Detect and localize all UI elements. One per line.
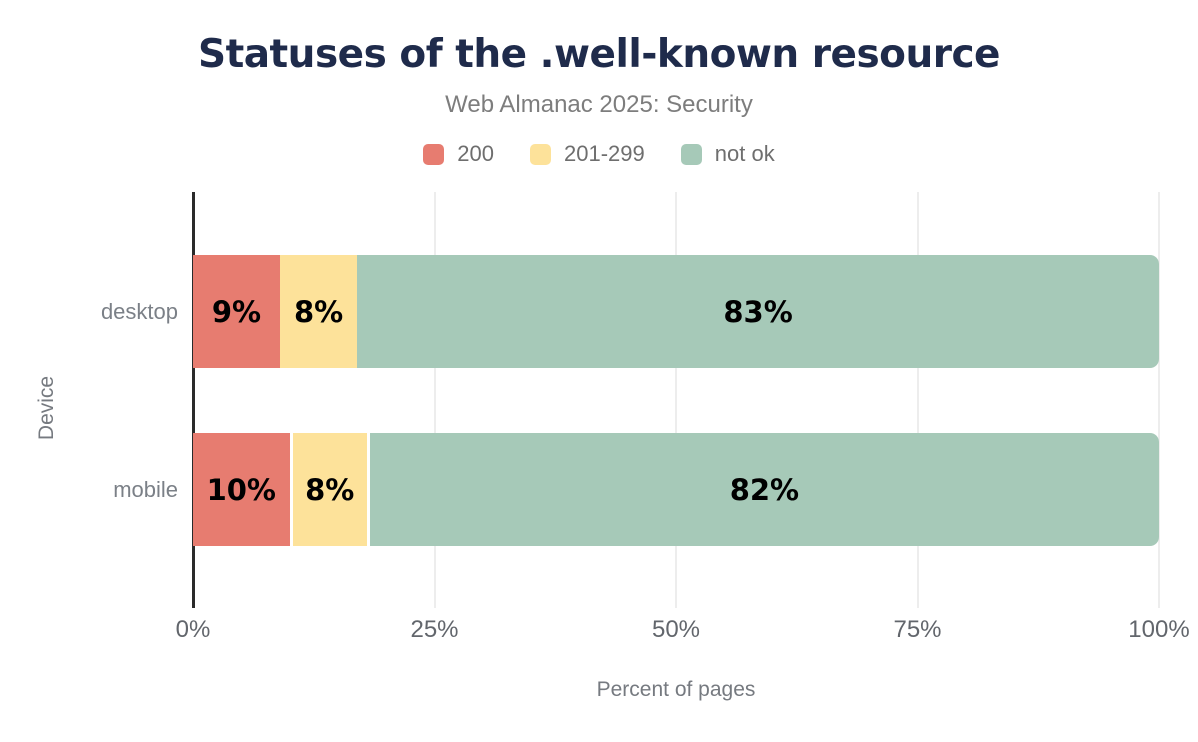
plot-area: desktop 9% 8% 83% mobile 10% 8% 82% 0%: [101, 192, 1190, 643]
bar-row-desktop: 9% 8% 83%: [193, 255, 1159, 368]
bar-value-label: 8%: [293, 294, 344, 329]
gridline-100: [1158, 192, 1160, 608]
bar-value-label: 8%: [305, 472, 355, 507]
bar-segment-mobile-not-ok[interactable]: 82%: [366, 433, 1159, 546]
chart-subtitle: Web Almanac 2025: Security: [445, 91, 753, 118]
bar-value-label: 82%: [729, 472, 800, 507]
bar-segment-desktop-not-ok[interactable]: 83%: [357, 255, 1159, 368]
legend-label-201-299: 201-299: [564, 141, 645, 166]
y-axis-title: Device: [35, 375, 58, 441]
legend: 200 201-299 not ok: [0, 141, 1198, 167]
bar-segment-desktop-200[interactable]: 9%: [193, 255, 280, 368]
bar-segment-mobile-200[interactable]: 10%: [193, 433, 290, 546]
legend-label-not-ok: not ok: [714, 141, 775, 166]
legend-item-201-299[interactable]: 201-299: [530, 141, 645, 167]
category-label-mobile: mobile: [113, 476, 178, 502]
bar-value-label: 9%: [211, 294, 262, 329]
gridline-75: [916, 192, 919, 608]
gridline-25: [433, 192, 436, 608]
bar-segment-desktop-201-299[interactable]: 8%: [279, 255, 358, 368]
legend-label-200: 200: [457, 141, 495, 166]
x-tick-50: 50%: [651, 616, 701, 643]
bar-segment-mobile-201-299[interactable]: 8%: [289, 433, 367, 546]
legend-item-200[interactable]: 200: [423, 141, 494, 167]
x-tick-100: 100%: [1128, 616, 1190, 643]
x-tick-75: 75%: [893, 616, 942, 643]
y-axis-line: [192, 192, 195, 608]
x-axis-title: Percent of pages: [596, 678, 756, 701]
bar-value-label: 10%: [206, 472, 276, 507]
x-tick-25: 25%: [410, 616, 459, 643]
chart-title: Statuses of the .well-known resource: [197, 32, 1001, 77]
category-label-desktop: desktop: [100, 298, 178, 324]
legend-swatch-200: [423, 143, 445, 165]
bar-row-mobile: 10% 8% 82%: [193, 433, 1159, 546]
x-tick-0: 0%: [175, 616, 211, 643]
bar-value-label: 83%: [723, 294, 793, 329]
legend-item-not-ok[interactable]: not ok: [680, 141, 775, 167]
legend-swatch-201-299: [530, 143, 552, 165]
gridline-50: [675, 192, 677, 608]
legend-swatch-not-ok: [680, 143, 702, 165]
